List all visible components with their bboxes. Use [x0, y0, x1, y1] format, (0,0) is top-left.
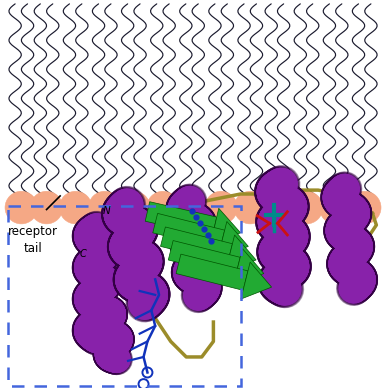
- Polygon shape: [168, 241, 240, 277]
- Text: receptor
tail: receptor tail: [8, 225, 58, 255]
- Circle shape: [319, 191, 352, 224]
- Polygon shape: [161, 227, 232, 263]
- Circle shape: [59, 191, 92, 224]
- Polygon shape: [241, 262, 272, 299]
- Bar: [8, 206, 241, 386]
- Circle shape: [234, 191, 267, 224]
- Text: C: C: [80, 249, 87, 259]
- Circle shape: [147, 191, 179, 224]
- Polygon shape: [210, 208, 241, 245]
- Polygon shape: [145, 202, 217, 237]
- Text: N: N: [103, 206, 111, 217]
- Circle shape: [118, 191, 150, 224]
- Polygon shape: [225, 235, 256, 272]
- Circle shape: [30, 191, 63, 224]
- Polygon shape: [153, 213, 225, 249]
- Circle shape: [348, 191, 381, 224]
- Polygon shape: [218, 222, 248, 258]
- Circle shape: [88, 191, 121, 224]
- Circle shape: [176, 191, 208, 224]
- Polygon shape: [233, 249, 264, 286]
- Circle shape: [261, 191, 294, 224]
- Circle shape: [290, 191, 323, 224]
- Polygon shape: [176, 254, 248, 290]
- Circle shape: [205, 191, 237, 224]
- Circle shape: [5, 191, 38, 224]
